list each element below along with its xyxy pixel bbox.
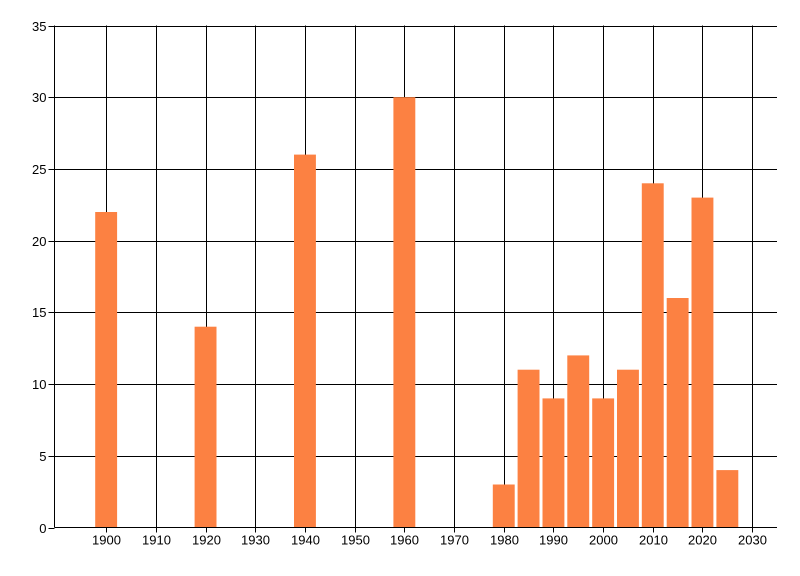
bar-1960	[393, 97, 416, 528]
x-tick-label: 2010	[639, 533, 668, 548]
x-tick-label: 1960	[390, 533, 419, 548]
x-tick-label: 1900	[92, 533, 121, 548]
y-tick-label: 10	[32, 377, 46, 392]
bar-2015	[666, 298, 689, 528]
x-tick-label: 1910	[142, 533, 171, 548]
x-tick-label: 1920	[192, 533, 221, 548]
y-tick-label: 25	[32, 162, 46, 177]
x-tick-label: 2030	[738, 533, 767, 548]
bar-1985	[517, 369, 540, 528]
y-tick-label: 30	[32, 90, 46, 105]
x-tick-label: 2020	[688, 533, 717, 548]
bar-1940	[294, 154, 316, 528]
y-tick-label: 35	[32, 19, 46, 34]
y-tick-label: 15	[32, 305, 46, 320]
bar-2005	[617, 369, 639, 528]
bar-2025	[716, 470, 739, 528]
y-tick-label: 0	[39, 521, 46, 536]
x-tick-label: 1940	[291, 533, 320, 548]
y-tick-label: 5	[39, 449, 46, 464]
bar-1995	[567, 355, 590, 528]
x-tick-label: 2000	[589, 533, 618, 548]
x-tick-label: 1930	[241, 533, 270, 548]
bar-2000	[592, 398, 615, 528]
bar-2020	[691, 197, 714, 528]
bar-1900	[95, 212, 118, 528]
x-tick-label: 1970	[440, 533, 469, 548]
bar-1980	[492, 484, 515, 528]
bar-1990	[542, 398, 565, 528]
bar-2010	[641, 183, 664, 528]
bar-1920	[194, 326, 217, 528]
x-tick-label: 1950	[341, 533, 370, 548]
x-tick-label: 1990	[539, 533, 568, 548]
y-tick-label: 20	[32, 234, 46, 249]
x-tick-label: 1980	[490, 533, 519, 548]
